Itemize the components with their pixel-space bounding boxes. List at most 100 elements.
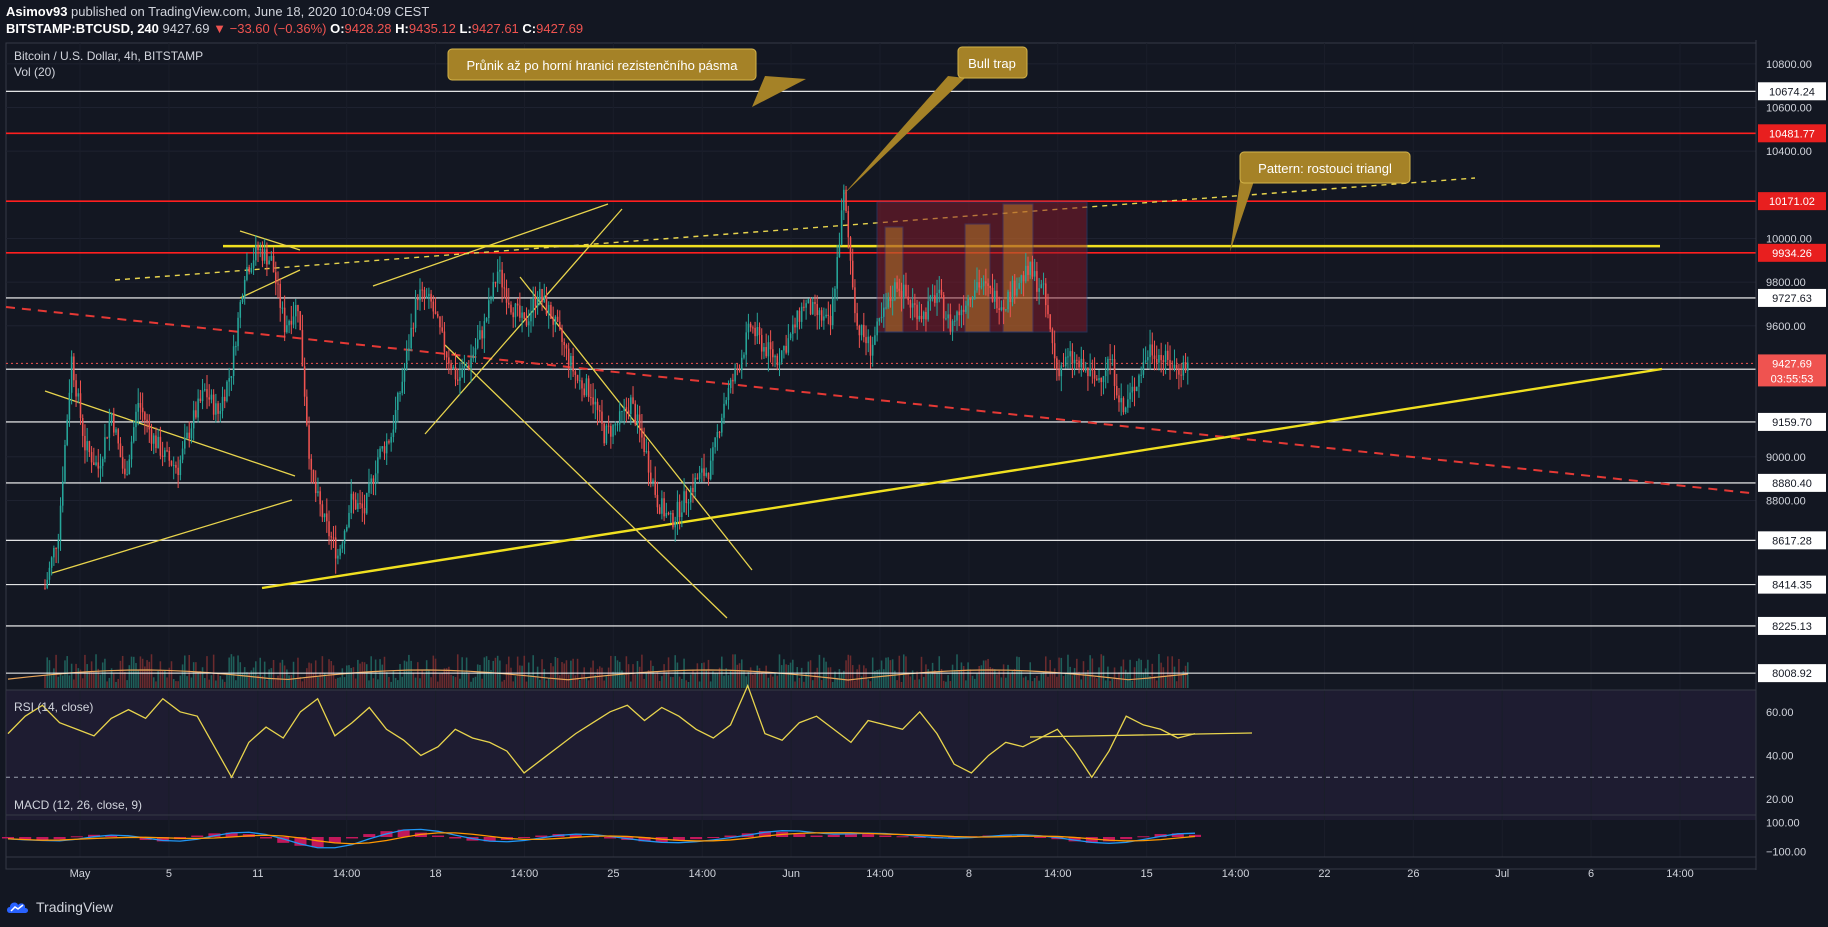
time-tick-label: Jul [1495,868,1509,880]
time-axis[interactable]: May 5 11 14:00 18 14:00 25 14:00 Jun 14:00 8 14:00 1… [6,856,1756,880]
falling-red-trendline[interactable] [5,306,1751,494]
candle-body [1093,370,1096,379]
wedge-line-2[interactable] [51,499,293,574]
candle-body [714,437,716,448]
level-price-label: 8617.28 [1772,535,1812,547]
volume-bar [567,674,570,688]
volume-bar [632,664,634,688]
candle-body [931,295,934,297]
price-axis[interactable]: 10800.00 10600.00 10400.00 10000.00 9800.00 9… [1755,40,1828,887]
candle-body [867,336,870,344]
callout-bull-trap[interactable]: Bull trap [843,46,1028,195]
candle-body [412,327,415,329]
chart-canvas[interactable]: Průnik až po horní hranici rezistenčního… [0,40,1828,887]
volume-bar [763,674,765,688]
candle-body [625,407,628,411]
candle-body [223,396,226,402]
volume-bar [780,665,783,688]
candle-body [1151,344,1154,356]
macd-histogram-bar [70,836,83,838]
candle-body [827,314,830,316]
volume-bar [419,678,421,688]
candle-body [998,308,1000,311]
volume-bar [1067,654,1069,688]
volume-bar [550,662,552,688]
volume-bar [507,656,510,688]
volume-bar [547,677,550,688]
touch-box-1[interactable] [884,226,904,333]
candle-body [836,257,838,289]
volume-bar [1084,672,1087,688]
candle-body [1009,291,1012,303]
volume-bar [1087,669,1089,688]
channel-line-3[interactable] [444,344,728,619]
candle-body [996,290,998,309]
candle-body [115,429,117,433]
volume-bar [1149,676,1151,688]
candle-body [869,336,872,356]
candle-body [321,504,324,518]
candle-body [792,324,794,334]
candle-body [279,283,281,308]
candle-body [461,368,463,378]
volume-bar [594,675,597,688]
candle-body [583,388,585,396]
flag-line-1[interactable] [239,230,301,251]
wedge-line-1[interactable] [44,390,296,477]
trend-drawings [5,177,1751,738]
candle-body [851,260,854,288]
volume-bar [516,656,519,688]
range-box[interactable] [876,201,1088,333]
volume-bar [365,664,368,688]
macd-histogram-bar [862,834,875,837]
macd-tick-label: −100.00 [1766,847,1806,859]
volume-bar [1175,681,1178,688]
grid [6,43,1756,857]
volume-bar [97,668,100,688]
author-name[interactable]: Asimov93 [6,4,68,19]
macd-histogram-bar [758,831,771,837]
candle-body [288,320,290,326]
tradingview-logo[interactable]: TradingView [6,899,113,915]
candle-body [73,356,75,381]
volume-bar [707,659,710,688]
volume-bar [1011,670,1014,688]
volume-bar [1100,654,1103,688]
candle-body [929,295,932,302]
volume-bar [554,656,557,688]
candle-body [658,507,661,514]
candle-body [159,436,162,456]
candle-body [252,260,255,268]
volume-bar [849,655,852,688]
candle-body [803,306,805,308]
volume-bar [643,678,645,688]
candle-body [61,481,64,506]
rsi-divergence-line[interactable] [1029,732,1253,738]
candle-body [816,304,818,315]
symbol-label[interactable]: BITSTAMP:BTCUSD, 240 [6,21,159,36]
callout-breakout[interactable]: Průnik až po horní hranici rezistenčního… [447,48,806,107]
volume-bar [117,678,120,688]
candle-body [501,269,503,288]
macd-histogram-bar [638,837,651,842]
volume-bar [663,664,665,688]
flag-line-2[interactable] [239,269,301,299]
rising-dashed-trendline[interactable] [114,177,1476,281]
candle-body [168,450,171,461]
channel-line-2[interactable] [424,208,623,435]
candle-body [77,393,80,397]
volume-bar [858,664,861,688]
volume-bar [1153,676,1156,688]
channel-line-1[interactable] [372,203,609,287]
callout-triangle[interactable]: Pattern: rostouci triangl [1230,151,1411,252]
volume-bar [368,680,370,688]
candle-body [55,547,57,549]
candle-body [769,342,772,350]
volume-bar [1029,662,1032,688]
candle-body [274,272,277,284]
volume-bar [798,677,801,688]
volume-bar [767,677,770,688]
volume-bar [565,660,568,688]
candle-body [137,403,139,412]
triangle-support-line[interactable] [261,367,1663,590]
